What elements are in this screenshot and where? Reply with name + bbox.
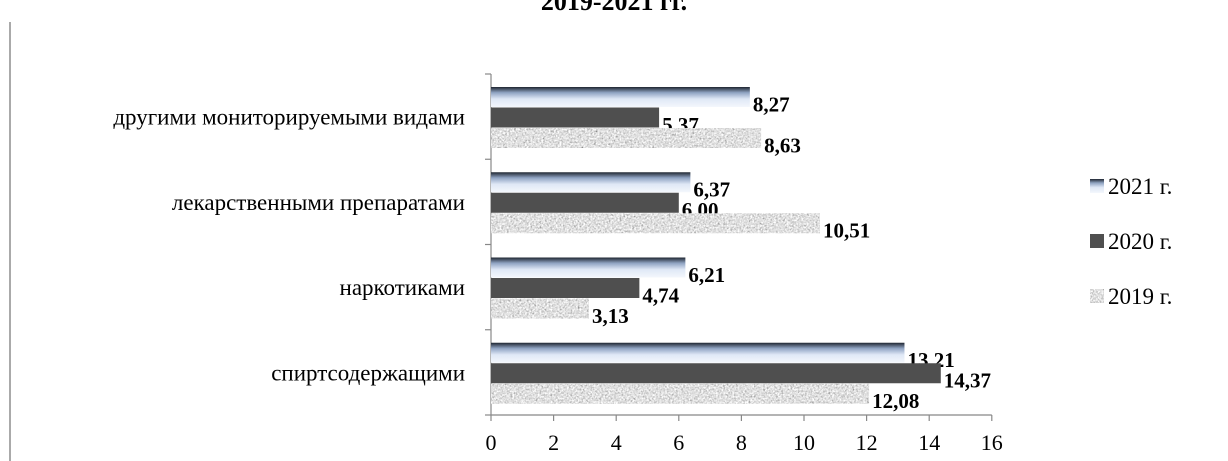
bar-2020г xyxy=(491,107,660,128)
data-label: 6,21 xyxy=(688,263,725,287)
bar-2021г xyxy=(491,257,686,278)
bar-2019г xyxy=(491,383,870,404)
legend-label: 2019 г. xyxy=(1108,284,1172,309)
legend-label: 2021 г. xyxy=(1108,174,1172,199)
data-label: 14,37 xyxy=(944,369,991,393)
x-tick-label: 10 xyxy=(793,430,815,455)
data-label: 8,63 xyxy=(764,133,801,157)
data-label: 12,08 xyxy=(872,389,919,413)
x-tick-label: 0 xyxy=(486,430,497,455)
x-tick-label: 14 xyxy=(918,430,940,455)
data-label: 8,27 xyxy=(753,92,790,116)
bar-2019г xyxy=(491,298,589,319)
bar-2019г xyxy=(491,213,820,234)
category-label: спиртсодержащими xyxy=(271,360,465,385)
x-tick-label: 2 xyxy=(548,430,559,455)
bar-2021г xyxy=(491,87,750,107)
legend-swatch xyxy=(1090,234,1104,248)
x-tick-label: 8 xyxy=(736,430,747,455)
bar-2020г xyxy=(491,278,640,298)
legend-swatch xyxy=(1090,179,1104,193)
plot-area: 0 2 4 6 8 10 12 14 16спиртсодержащими13,2114,371… xyxy=(113,73,1003,455)
bar-2020г xyxy=(491,192,679,213)
x-tick-label: 12 xyxy=(856,430,878,455)
data-label: 6,37 xyxy=(693,178,730,202)
x-tick-label: 4 xyxy=(611,430,622,455)
bar-2021г xyxy=(491,342,905,363)
data-label: 10,51 xyxy=(823,219,870,243)
legend-label: 2020 г. xyxy=(1108,229,1172,254)
legend: 2021 г. 2020 г. 2019 г. xyxy=(1090,174,1172,309)
x-tick-label: 16 xyxy=(981,430,1003,455)
legend-swatch xyxy=(1090,289,1104,303)
data-label: 3,13 xyxy=(592,304,629,328)
category-label: другими мониторируемыми видами xyxy=(113,105,465,130)
category-label: наркотиками xyxy=(340,275,465,300)
x-tick-label: 6 xyxy=(673,430,684,455)
bar-2019г xyxy=(491,128,762,148)
bar-2020г xyxy=(491,363,941,384)
bar-2021г xyxy=(491,172,691,193)
category-label: лекарственными препаратами xyxy=(172,190,465,215)
chart-title: 2019-2021 гг. xyxy=(541,0,687,16)
data-label: 4,74 xyxy=(642,283,679,307)
